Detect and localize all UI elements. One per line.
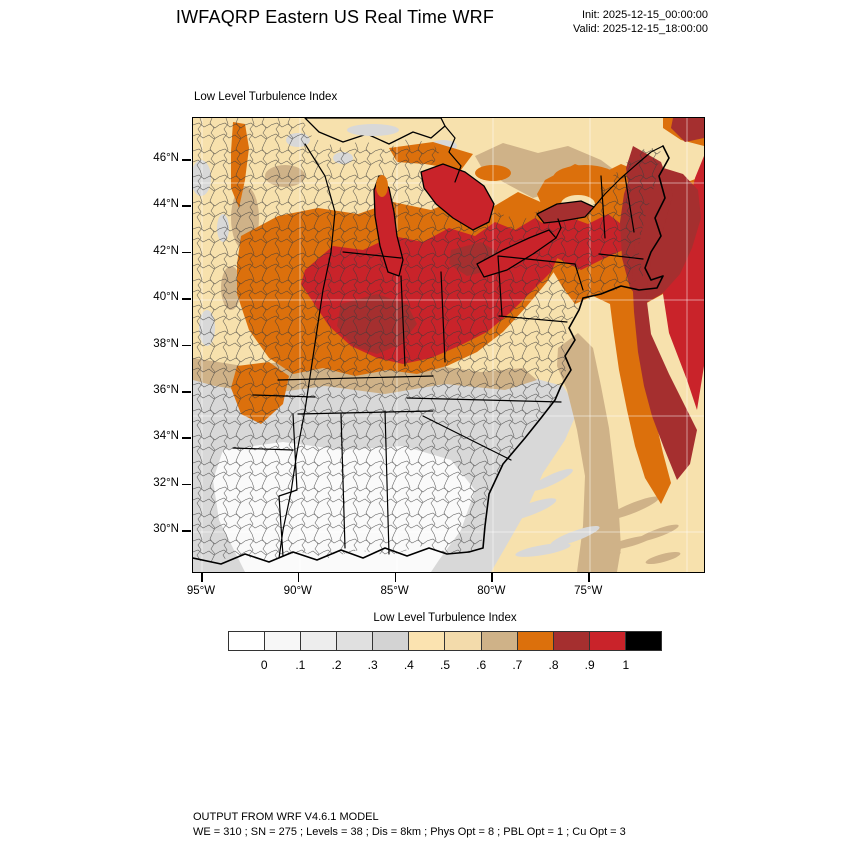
lon-tick-mark — [201, 572, 203, 582]
lake-ontario — [536, 200, 595, 224]
colorbar-cell — [301, 632, 338, 650]
run-info: Init: 2025-12-15_00:00:00 Valid: 2025-12… — [573, 8, 708, 36]
lon-tick-mark — [588, 572, 590, 582]
lon-tick-mark — [491, 572, 493, 582]
lon-tick-mark — [394, 572, 397, 582]
great-lakes — [304, 118, 595, 278]
lon-tick-label: 85°W — [380, 585, 409, 597]
colorbar-cell — [481, 632, 518, 650]
colorbar-tick-label: 0 — [260, 658, 268, 672]
model-info-line2: WE = 310 ; SN = 275 ; Levels = 38 ; Dis … — [193, 825, 626, 838]
colorbar-cell — [409, 632, 446, 650]
field-tan-atlantic — [557, 333, 621, 572]
colorbar-tick-label: .3 — [367, 658, 378, 672]
colorbar-cell — [625, 632, 661, 650]
lake-michigan-north — [376, 175, 388, 197]
model-info-footer: OUTPUT FROM WRF V4.6.1 MODEL WE = 310 ; … — [193, 810, 626, 839]
lat-tick-mark — [182, 159, 191, 161]
colorbar-cell — [229, 632, 266, 650]
lat-tick-label: 46°N — [153, 152, 179, 164]
lat-tick-label: 32°N — [153, 476, 179, 489]
lat-tick-mark — [182, 298, 191, 300]
turbulence-map — [192, 117, 705, 573]
valid-time: Valid: 2025-12-15_18:00:00 — [573, 23, 708, 35]
colorbar-cell — [265, 632, 302, 650]
lat-tick-mark — [182, 391, 191, 393]
lon-tick-mark — [297, 572, 300, 582]
map-canvas — [193, 118, 704, 572]
canada-border — [444, 125, 664, 239]
colorbar-cell — [589, 632, 626, 650]
colorbar-tick-label: .2 — [331, 658, 342, 672]
model-info-line1: OUTPUT FROM WRF V4.6.1 MODEL — [193, 811, 379, 823]
coastline — [193, 145, 670, 565]
colorbar-cell — [337, 632, 374, 650]
colorbar-tick-label: .5 — [439, 658, 450, 672]
page-title: IWFAQRP Eastern US Real Time WRF — [175, 7, 495, 27]
lake-huron — [420, 163, 495, 231]
lat-tick-mark — [182, 344, 191, 347]
colorbar-tick-label: 1 — [622, 658, 630, 672]
colorbar-tick-label: .4 — [403, 658, 414, 672]
colorbar-tick-label: .9 — [584, 658, 595, 672]
lake-superior-gray — [347, 124, 399, 136]
colorbar-cell — [445, 632, 482, 650]
lat-tick-label: 44°N — [153, 198, 179, 211]
lake-michigan — [373, 175, 404, 277]
lat-tick-label: 36°N — [153, 384, 179, 396]
lat-tick-mark — [182, 483, 191, 486]
lat-tick-label: 42°N — [153, 244, 179, 257]
lat-tick-mark — [182, 437, 191, 439]
map-title: Low Level Turbulence Index — [194, 91, 338, 103]
colorbar-cell — [553, 632, 590, 650]
lon-tick-label: 90°W — [283, 585, 312, 597]
lon-tick-label: 80°W — [477, 585, 506, 597]
colorbar-tick-label: .6 — [476, 658, 487, 672]
lon-tick-label: 95°W — [186, 585, 216, 597]
colorbar-cell — [373, 632, 410, 650]
lat-tick-label: 30°N — [153, 523, 179, 536]
county-boundaries-texture — [193, 118, 661, 562]
lat-tick-mark — [182, 530, 191, 532]
field-tan-sea-streaks — [581, 496, 681, 565]
lat-tick-label: 38°N — [153, 337, 179, 350]
lat-tick-mark — [182, 205, 191, 207]
colorbar — [228, 631, 662, 651]
colorbar-tick-label: .8 — [548, 658, 559, 672]
init-time: Init: 2025-12-15_00:00:00 — [582, 9, 708, 21]
state-borders — [232, 143, 644, 559]
lat-tick-mark — [182, 251, 191, 254]
colorbar-cell — [517, 632, 554, 650]
colorbar-tick-label: .7 — [512, 658, 523, 672]
lat-tick-label: 34°N — [153, 430, 179, 443]
colorbar-title: Low Level Turbulence Index — [373, 612, 517, 624]
colorbar-tick-label: .1 — [295, 658, 306, 672]
lat-tick-label: 40°N — [153, 291, 179, 304]
lon-tick-label: 75°W — [574, 585, 603, 597]
